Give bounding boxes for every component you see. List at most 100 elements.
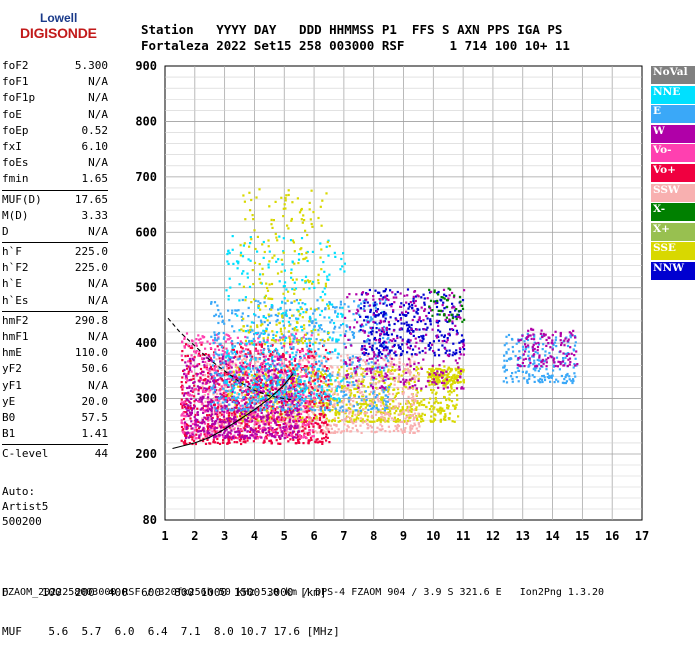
echo-point bbox=[286, 366, 288, 368]
echo-point bbox=[291, 358, 293, 360]
echo-point bbox=[232, 347, 234, 349]
echo-point bbox=[383, 417, 385, 419]
echo-point bbox=[281, 263, 283, 265]
echo-point bbox=[298, 302, 300, 304]
echo-point bbox=[232, 391, 234, 393]
echo-point bbox=[338, 413, 340, 415]
echo-point bbox=[310, 398, 312, 400]
echo-point bbox=[322, 404, 324, 406]
echo-point bbox=[287, 404, 289, 406]
chart-grid bbox=[165, 66, 642, 520]
echo-point bbox=[392, 389, 394, 391]
echo-point bbox=[312, 251, 314, 253]
echo-point bbox=[417, 368, 419, 370]
echo-point bbox=[199, 386, 201, 388]
echo-point bbox=[337, 374, 339, 376]
echo-point bbox=[387, 360, 389, 362]
echo-point bbox=[231, 357, 233, 359]
echo-point bbox=[275, 320, 277, 322]
echo-point bbox=[396, 428, 398, 430]
echo-point bbox=[193, 350, 195, 352]
echo-point bbox=[314, 389, 316, 391]
echo-point bbox=[183, 373, 185, 375]
echo-point bbox=[305, 370, 307, 372]
echo-point bbox=[292, 432, 294, 434]
echo-point bbox=[402, 370, 404, 372]
echo-point bbox=[339, 399, 341, 401]
echo-point bbox=[275, 431, 277, 433]
echo-point bbox=[321, 441, 323, 443]
echo-point bbox=[274, 356, 276, 358]
echo-point bbox=[278, 236, 280, 238]
echo-point bbox=[342, 252, 344, 254]
echo-point bbox=[231, 385, 233, 387]
echo-point bbox=[272, 414, 274, 416]
echo-point bbox=[202, 382, 204, 384]
echo-point bbox=[302, 442, 304, 444]
echo-point bbox=[224, 400, 226, 402]
echo-point bbox=[202, 419, 204, 421]
echo-point bbox=[386, 413, 388, 415]
echo-point bbox=[191, 354, 193, 356]
echo-point bbox=[380, 373, 382, 375]
echo-point bbox=[363, 412, 365, 414]
echo-point bbox=[403, 373, 405, 375]
echo-point bbox=[276, 428, 278, 430]
echo-point bbox=[336, 390, 338, 392]
echo-point bbox=[221, 354, 223, 356]
echo-point bbox=[330, 357, 332, 359]
echo-point bbox=[327, 279, 329, 281]
echo-point bbox=[241, 422, 243, 424]
echo-point bbox=[366, 339, 368, 341]
echo-point bbox=[276, 376, 278, 378]
echo-point bbox=[380, 405, 382, 407]
echo-point bbox=[306, 437, 308, 439]
echo-point bbox=[288, 361, 290, 363]
echo-point bbox=[343, 423, 345, 425]
echo-point bbox=[252, 358, 254, 360]
echo-point bbox=[375, 378, 377, 380]
echo-point bbox=[381, 416, 383, 418]
echo-point bbox=[249, 434, 251, 436]
echo-point bbox=[269, 370, 271, 372]
echo-point bbox=[241, 390, 243, 392]
echo-point bbox=[186, 398, 188, 400]
echo-point bbox=[189, 379, 191, 381]
echo-point bbox=[304, 383, 306, 385]
echo-point bbox=[228, 422, 230, 424]
echo-point bbox=[250, 395, 252, 397]
echo-point bbox=[320, 324, 322, 326]
echo-point bbox=[376, 407, 378, 409]
echo-point bbox=[300, 371, 302, 373]
echo-point bbox=[249, 406, 251, 408]
echo-point bbox=[234, 345, 236, 347]
echo-point bbox=[256, 381, 258, 383]
echo-point bbox=[297, 441, 299, 443]
echo-point bbox=[213, 356, 215, 358]
echo-point bbox=[238, 422, 240, 424]
echo-point bbox=[281, 371, 283, 373]
echo-point bbox=[390, 363, 392, 365]
echo-point bbox=[369, 421, 371, 423]
echo-point bbox=[404, 427, 406, 429]
echo-point bbox=[304, 357, 306, 359]
echo-point bbox=[298, 431, 300, 433]
echo-point bbox=[262, 385, 264, 387]
echo-point bbox=[255, 332, 257, 334]
echo-point bbox=[384, 407, 386, 409]
echo-point bbox=[355, 421, 357, 423]
echo-point bbox=[319, 342, 321, 344]
echo-point bbox=[347, 416, 349, 418]
echo-point bbox=[282, 432, 284, 434]
echo-point bbox=[229, 356, 231, 358]
echo-point bbox=[253, 440, 255, 442]
echo-point bbox=[182, 428, 184, 430]
echo-point bbox=[240, 443, 242, 445]
echo-point bbox=[225, 390, 227, 392]
echo-point bbox=[340, 324, 342, 326]
echo-point bbox=[425, 406, 427, 408]
echo-point bbox=[235, 370, 237, 372]
echo-point bbox=[292, 346, 294, 348]
echo-point bbox=[315, 352, 317, 354]
echo-point bbox=[209, 426, 211, 428]
